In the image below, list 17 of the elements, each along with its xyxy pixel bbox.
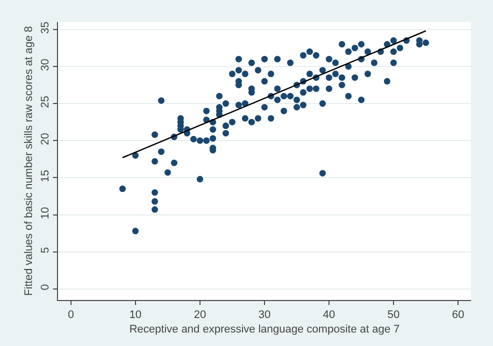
y-tick-label: 0 bbox=[40, 284, 52, 290]
x-tick-label: 30 bbox=[258, 309, 271, 322]
y-tick-label: 30 bbox=[40, 58, 52, 71]
x-tick-label: 60 bbox=[452, 309, 464, 322]
x-tick-label: 10 bbox=[129, 309, 142, 322]
x-tick-label: 0 bbox=[68, 309, 74, 322]
x-tick-label: 20 bbox=[194, 309, 206, 322]
x-axis-title: Receptive and expressive language composite at age 7 bbox=[129, 323, 400, 336]
y-tick-label: 5 bbox=[40, 247, 52, 254]
x-tick-label: 40 bbox=[322, 309, 336, 322]
y-tick-label: 20 bbox=[40, 132, 52, 146]
y-tick-label: 15 bbox=[40, 170, 52, 182]
y-tick-label: 10 bbox=[40, 206, 52, 220]
y-axis-title: Fitted values of basic number skills raw scores at age 8 bbox=[23, 26, 36, 296]
x-tick-label: 50 bbox=[387, 309, 400, 322]
y-tick-label: 25 bbox=[40, 96, 52, 108]
y-tick-label: 35 bbox=[40, 22, 52, 34]
